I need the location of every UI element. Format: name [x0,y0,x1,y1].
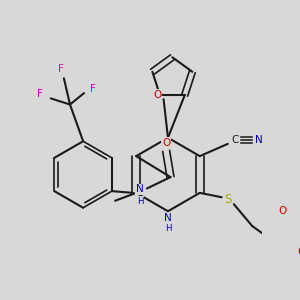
Text: F: F [58,64,64,74]
Text: S: S [224,194,232,206]
Text: N: N [164,213,172,223]
Text: O: O [162,138,170,148]
Text: O: O [297,248,300,257]
Text: F: F [90,84,96,94]
Text: O: O [153,90,161,100]
Text: N: N [136,184,144,194]
Text: H: H [136,197,143,206]
Text: C: C [231,135,238,146]
Text: N: N [255,135,263,146]
Text: O: O [279,206,287,216]
Text: H: H [165,224,171,233]
Text: F: F [37,89,43,99]
